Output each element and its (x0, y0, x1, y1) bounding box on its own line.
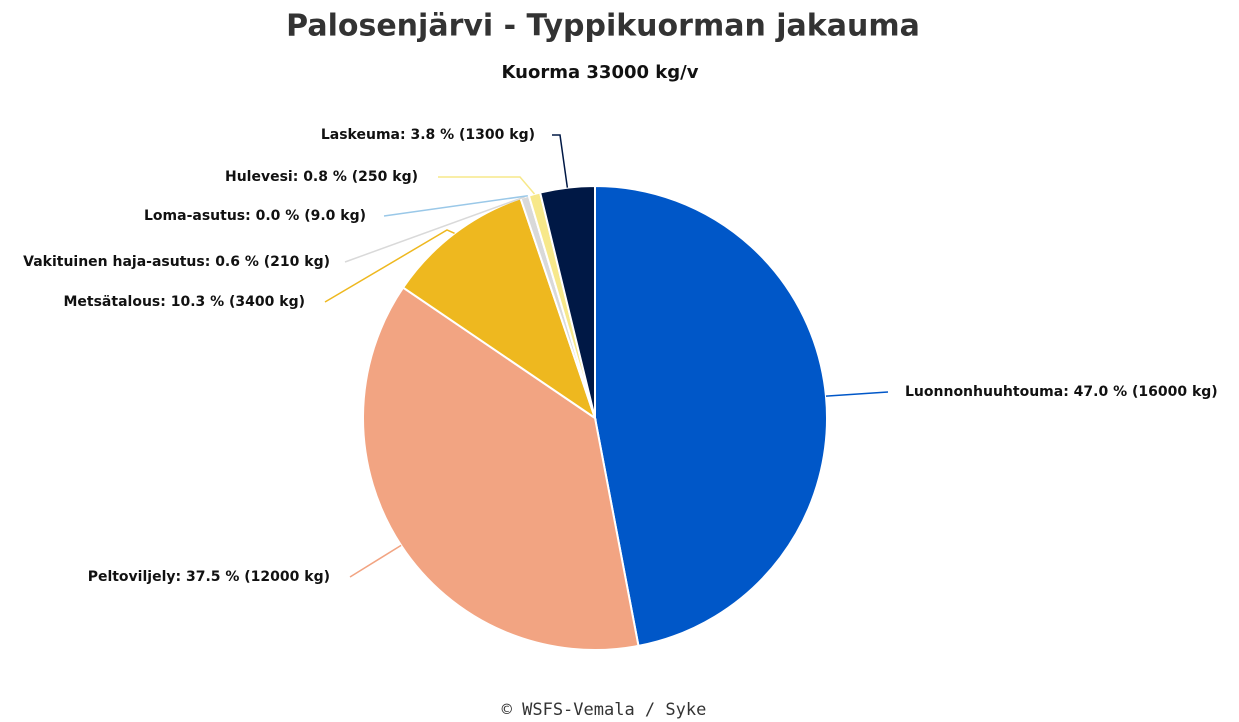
leader-line (383, 194, 529, 217)
data-label: Hulevesi: 0.8 % (250 kg) (225, 169, 418, 185)
data-label: Peltoviljely: 37.5 % (12000 kg) (88, 569, 330, 585)
leader-line (552, 134, 569, 188)
chart-title: Palosenjärvi - Typpikuorman jakauma (286, 9, 920, 44)
leader-line (344, 196, 525, 263)
chart-subtitle: Kuorma 33000 kg/v (502, 62, 699, 83)
pie-slice (538, 184, 596, 419)
leader-line (825, 391, 889, 397)
credit: © WSFS-Vemala / Syke (502, 700, 707, 720)
data-label: Luonnonhuuhtouma: 47.0 % (16000 kg) (905, 384, 1218, 400)
leader-line (324, 229, 455, 303)
data-label: Metsätalous: 10.3 % (3400 kg) (63, 294, 305, 310)
leader-line (349, 544, 402, 578)
data-label: Laskeuma: 3.8 % (1300 kg) (321, 127, 535, 143)
data-label: Loma-asutus: 0.0 % (9.0 kg) (144, 208, 366, 224)
pie-slice (594, 184, 828, 648)
data-label: Vakituinen haja-asutus: 0.6 % (210 kg) (23, 254, 330, 270)
leader-line (438, 176, 536, 195)
